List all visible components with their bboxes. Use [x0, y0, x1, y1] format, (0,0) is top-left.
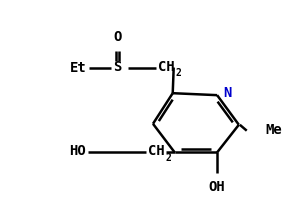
Text: CH: CH [148, 144, 165, 158]
Text: N: N [223, 86, 231, 100]
Text: O: O [113, 30, 122, 44]
Text: HO: HO [69, 144, 86, 158]
Text: Me: Me [266, 123, 282, 137]
Text: S: S [113, 60, 122, 74]
Text: 2: 2 [176, 68, 182, 78]
Text: OH: OH [209, 180, 225, 194]
Text: Et: Et [70, 61, 87, 75]
Text: 2: 2 [166, 153, 172, 163]
Text: CH: CH [158, 60, 175, 74]
